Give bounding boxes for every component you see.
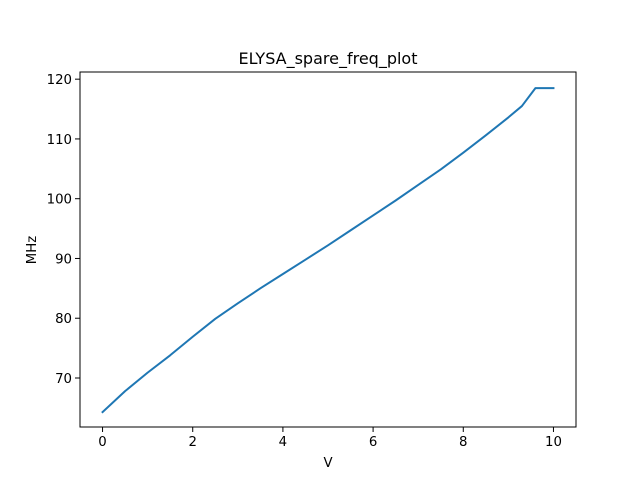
series-line-0	[101, 87, 555, 414]
y-tick-label: 110	[47, 133, 72, 148]
x-tick-label: 6	[369, 435, 377, 450]
y-tick-label: 70	[55, 372, 72, 387]
y-axis-label: MHz	[25, 236, 40, 264]
x-tick-label: 2	[188, 435, 196, 450]
y-tick-label: 120	[47, 73, 72, 88]
x-tick-label: 0	[98, 435, 106, 450]
y-tick-label: 80	[55, 312, 72, 327]
x-axis-label: V	[323, 456, 332, 471]
y-tick-label: 100	[47, 193, 72, 208]
x-tick-label: 10	[545, 435, 562, 450]
x-tick-label: 8	[459, 435, 467, 450]
plot-area: 0 2 4 6 8 10 70 80 90 100 110 120	[47, 71, 577, 450]
chart-title: ELYSA_spare_freq_plot	[239, 49, 418, 69]
y-tick-label: 90	[55, 252, 72, 267]
axes-frame	[79, 71, 577, 428]
x-tick-label: 4	[279, 435, 287, 450]
